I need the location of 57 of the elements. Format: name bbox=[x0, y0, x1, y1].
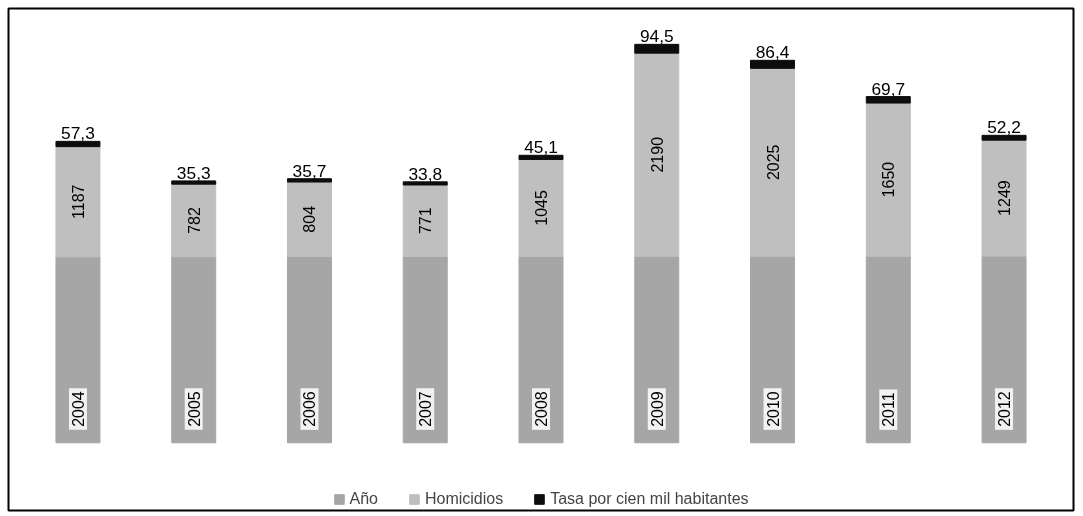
bar bbox=[750, 59, 796, 69]
bar bbox=[286, 256, 332, 444]
data-label: 52,2 bbox=[987, 117, 1021, 138]
bar bbox=[750, 255, 796, 444]
data-label: 2010 bbox=[764, 391, 782, 427]
data-label: 2012 bbox=[996, 391, 1014, 427]
bar bbox=[55, 256, 101, 444]
data-label: 2005 bbox=[185, 391, 203, 427]
bar bbox=[55, 146, 101, 258]
bar bbox=[750, 67, 796, 257]
bar bbox=[865, 255, 911, 444]
bar bbox=[402, 184, 448, 258]
bar bbox=[171, 180, 217, 185]
data-label: 35,3 bbox=[176, 162, 211, 183]
legend-label: Año bbox=[349, 490, 378, 508]
data-label: 782 bbox=[185, 206, 203, 234]
data-label: 2006 bbox=[301, 391, 319, 427]
bar bbox=[981, 134, 1027, 141]
data-label: 2025 bbox=[764, 144, 782, 181]
data-label: 1650 bbox=[880, 161, 898, 198]
data-label: 45,1 bbox=[524, 137, 558, 158]
data-label: 57,3 bbox=[61, 123, 95, 144]
bar bbox=[286, 178, 332, 183]
bar bbox=[981, 255, 1027, 444]
data-label: 86,4 bbox=[755, 42, 790, 63]
legend-label: Tasa por cien mil habitantes bbox=[550, 490, 749, 508]
legend-label: Homicidios bbox=[424, 490, 504, 508]
data-label: 1045 bbox=[533, 190, 550, 226]
bar bbox=[634, 52, 680, 257]
data-label: 2190 bbox=[648, 136, 666, 173]
data-label: 33,8 bbox=[408, 163, 443, 184]
bar bbox=[518, 255, 564, 444]
data-label: 1249 bbox=[996, 180, 1014, 216]
bar bbox=[171, 256, 217, 444]
data-label: 35,7 bbox=[292, 160, 327, 181]
data-label: 2004 bbox=[69, 391, 87, 427]
bar bbox=[634, 43, 680, 54]
data-label: 771 bbox=[417, 207, 435, 235]
bar bbox=[865, 96, 911, 104]
bar bbox=[286, 181, 332, 258]
bar bbox=[402, 181, 448, 186]
bar bbox=[865, 102, 911, 257]
data-label: 2007 bbox=[417, 391, 435, 427]
data-label: 1187 bbox=[69, 184, 87, 219]
data-label: 69,7 bbox=[871, 78, 906, 99]
data-label: 2011 bbox=[880, 392, 898, 427]
bar bbox=[171, 183, 217, 258]
bar bbox=[55, 140, 101, 148]
data-label: 2008 bbox=[533, 391, 550, 427]
bar bbox=[402, 256, 448, 444]
bar bbox=[518, 154, 564, 160]
data-label: 804 bbox=[301, 205, 319, 233]
bar bbox=[981, 139, 1027, 257]
bar bbox=[518, 158, 564, 257]
bar bbox=[634, 255, 680, 444]
data-label: 94,5 bbox=[639, 26, 674, 47]
data-label: 2009 bbox=[648, 391, 666, 427]
